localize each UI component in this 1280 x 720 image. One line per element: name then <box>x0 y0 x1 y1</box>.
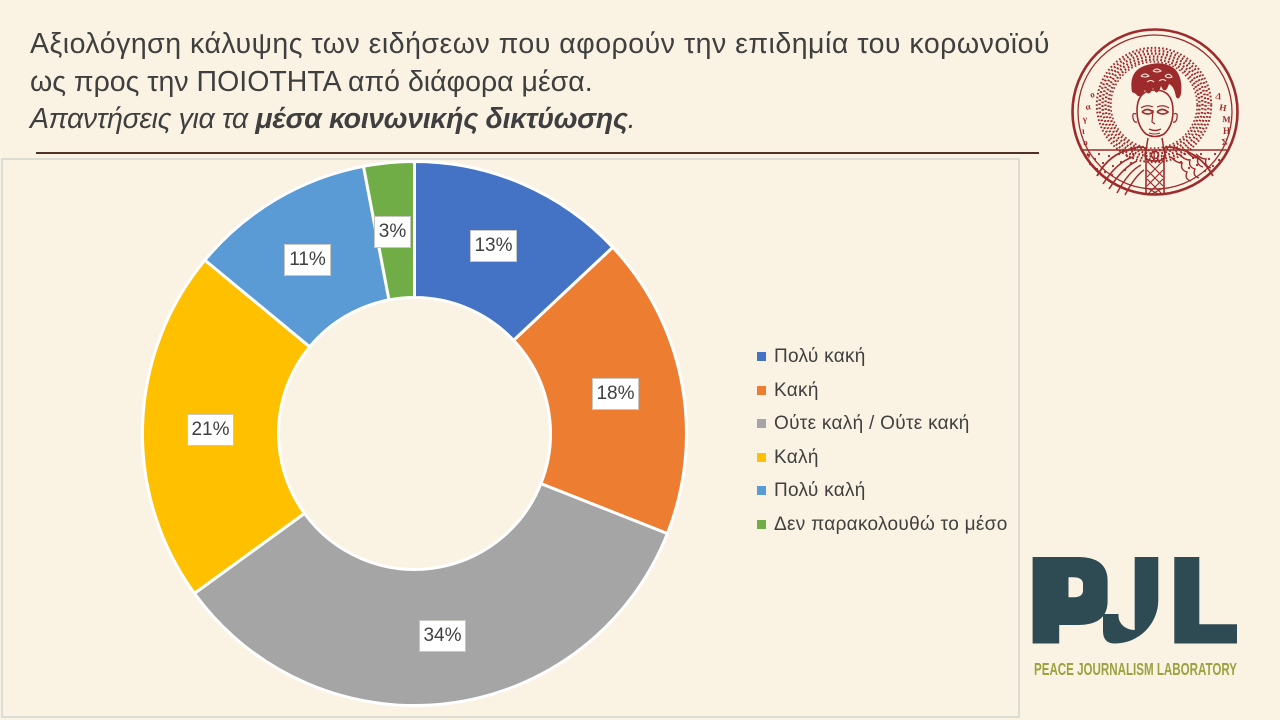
svg-text:α: α <box>1085 101 1092 112</box>
svg-text:ο: ο <box>1083 137 1089 147</box>
svg-text:ς: ς <box>1086 148 1092 159</box>
svg-text:Σ: Σ <box>1221 136 1228 147</box>
svg-text:Μ: Μ <box>1222 114 1232 125</box>
svg-text:PEACE JOURNALISM LABORATORY: PEACE JOURNALISM LABORATORY <box>1034 659 1237 679</box>
svg-text:Η: Η <box>1219 102 1228 113</box>
svg-text:ι: ι <box>1082 126 1085 136</box>
svg-text:Η: Η <box>1223 126 1230 136</box>
svg-text:Δ: Δ <box>1214 90 1223 101</box>
svg-text:ο: ο <box>1089 89 1097 100</box>
svg-text:γ: γ <box>1081 114 1088 124</box>
